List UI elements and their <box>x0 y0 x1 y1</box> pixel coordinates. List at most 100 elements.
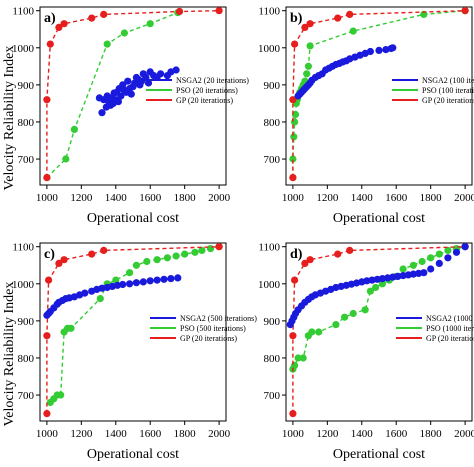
panel-d-gp-point <box>291 276 299 284</box>
figure-ylabel-bottom: Velocity Reliability Index <box>2 282 17 427</box>
panel-b-gp-point <box>334 14 342 22</box>
panel-a-legend-text: NSGA2 (20 iterations) <box>176 76 249 85</box>
panel-d-legend-text: PSO (1000 iterations) <box>426 324 474 333</box>
panel-c-xtick-label: 2000 <box>208 428 231 440</box>
panel-b-pso-line <box>292 10 466 178</box>
panel-c-pso-point <box>172 252 180 260</box>
panel-d-ytick-label: 700 <box>264 390 281 402</box>
panel-d-pso-point <box>378 280 386 288</box>
panel-d-gp-point <box>334 250 342 258</box>
panel-c-nsga2-point <box>146 277 154 285</box>
panel-c-nsga2-point <box>153 276 161 284</box>
panel-d-pso-point <box>349 309 357 318</box>
panel-a-nsga2-point <box>98 109 106 117</box>
panel-b-xtick-label: 1200 <box>316 192 339 204</box>
panel-b-label: b) <box>290 11 303 26</box>
panel-c-gp-point <box>43 410 51 418</box>
panel-a-gp-point <box>100 10 108 18</box>
panel-b-pso-point <box>306 42 314 50</box>
panel-c-gp-point <box>43 332 51 340</box>
panel-d-xtick-label: 2000 <box>454 428 474 440</box>
figure-xlabel-b: Operational cost <box>333 211 425 226</box>
panel-a-nsga2-point <box>119 81 127 89</box>
panel-a-legend-text: GP (20 iterations) <box>176 96 233 105</box>
panel-c-legend-text: PSO (500 iterations) <box>180 324 246 333</box>
panel-b-gp-point <box>461 7 469 15</box>
panel-d-legend-text: NSGA2 (1000 iterations) <box>426 314 474 323</box>
panel-d-nsga2-point <box>444 254 452 262</box>
panel-c-gp-point <box>215 243 223 251</box>
panel-c-pso-point <box>132 261 140 269</box>
panel-c-pso-point <box>153 256 161 264</box>
panel-c-ytick-label: 1100 <box>12 242 34 254</box>
panel-c-label: c) <box>44 247 55 262</box>
panel-d-pso-point <box>291 361 299 369</box>
panel-c-pso-point <box>67 324 75 332</box>
panel-d-gp-point <box>289 410 297 418</box>
panel-b-gp-point <box>346 10 354 18</box>
panel-d-ytick-label: 1100 <box>258 242 280 254</box>
panel-d-gp-point <box>306 256 314 264</box>
panel-d-pso-point <box>361 306 369 314</box>
panel-c-xtick-label: 1600 <box>139 428 162 440</box>
panel-b-xtick-label: 1000 <box>282 192 305 204</box>
panel-d-ytick-label: 1000 <box>258 279 281 291</box>
panel-a-gp-point <box>55 23 63 31</box>
panel-a-nsga2-point <box>117 92 125 100</box>
panel-c-gp-point <box>60 256 68 264</box>
panel-b-ytick-label: 900 <box>264 80 281 92</box>
panel-d-nsga2-point <box>452 248 461 256</box>
panel-b-legend-text: PSO (100 iterations) <box>422 86 474 95</box>
panel-c-nsga2-point <box>81 289 89 297</box>
panel-c-pso-point <box>198 246 206 254</box>
panel-d-pso-point <box>399 265 407 273</box>
panel-c-pso-point <box>126 269 134 277</box>
panel-d-pso-point <box>435 250 443 258</box>
panel-c-nsga2-point <box>132 279 140 287</box>
panel-a-gp-point <box>60 20 68 28</box>
panel-d-pso-point <box>341 313 349 321</box>
panel-c: 1000 1200 1400 1600 1800 2000 700 800 900 1000 110… <box>12 242 257 440</box>
panel-a-pso-point <box>70 125 78 133</box>
panel-b-ytick-label: 800 <box>264 117 281 129</box>
panel-d-pso-point <box>332 321 340 329</box>
panel-a-nsga2-point <box>114 98 122 106</box>
figure-ylabel-top: Velocity Reliability Index <box>2 46 17 191</box>
panel-c-xtick-label: 1000 <box>36 428 59 440</box>
panel-a-ytick-label: 900 <box>18 80 35 92</box>
panel-c-xtick-label: 1400 <box>105 428 128 440</box>
figure-xlabel-c: Operational cost <box>87 447 179 462</box>
panel-a-label: a) <box>44 11 56 26</box>
panel-a-ytick-label: 700 <box>18 154 35 166</box>
panel-d: 1000 1200 1400 1600 1800 2000 700 800 900 1000 110… <box>258 242 474 440</box>
panel-c-gp-point <box>55 259 63 267</box>
panel-b-legend-text: GP (20 iterations) <box>422 96 474 105</box>
panel-c-ytick-label: 800 <box>18 353 35 365</box>
panel-b-pso-point <box>303 70 311 78</box>
panel-d-pso-point <box>427 254 435 262</box>
panel-c-nsga2-point <box>139 278 147 286</box>
panel-b-gp-point <box>289 174 297 182</box>
panel-a-ytick-label: 800 <box>18 117 35 129</box>
panel-a-pso-point <box>62 155 70 163</box>
panel-c-pso-point <box>163 254 171 262</box>
panel-d-pso-point <box>299 354 307 362</box>
panel-b-legend-text: NSGA2 (100 iterations) <box>422 76 474 85</box>
panel-d-xtick-label: 1400 <box>351 428 374 440</box>
panel-d-xtick-label: 1800 <box>420 428 443 440</box>
panel-b-pso-point <box>291 110 300 119</box>
panel-d-pso-point <box>308 328 316 336</box>
panel-c-nsga2-point <box>160 275 168 283</box>
panel-d-pso-point <box>366 287 374 295</box>
panel-d-legend-text: GP (20 iterations) <box>426 334 474 343</box>
panel-a-gp-point <box>175 7 184 16</box>
panel-c-pso-point <box>191 248 199 256</box>
panel-a-gp-point <box>43 96 51 104</box>
panel-a: 1000 1200 1400 1600 1800 2000 700 800 900 1000 110… <box>12 6 249 204</box>
panel-a-xtick-label: 1600 <box>139 192 162 204</box>
panel-c-frame <box>39 242 227 422</box>
panel-b-nsga2-point <box>366 47 374 56</box>
panel-d-pso-point <box>315 328 323 336</box>
panel-a-nsga2-point <box>172 66 180 74</box>
panel-b-frame <box>285 6 473 186</box>
